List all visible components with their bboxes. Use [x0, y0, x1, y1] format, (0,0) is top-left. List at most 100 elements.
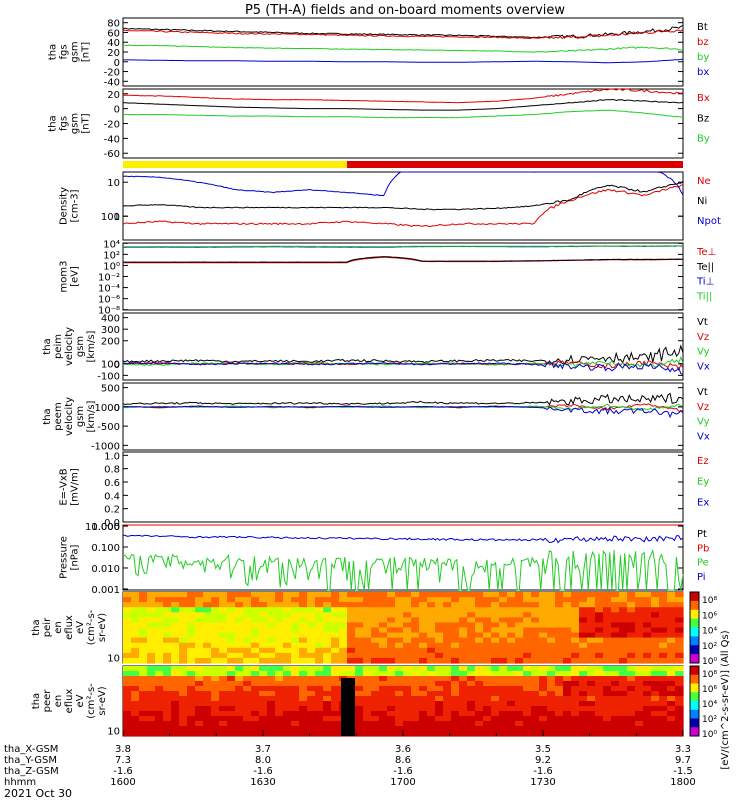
heatmap-cell — [403, 666, 412, 672]
y-tick-label: 1000 — [95, 403, 120, 414]
heatmap-cell — [395, 657, 404, 664]
heatmap-cell — [459, 676, 468, 682]
heatmap-cell — [539, 627, 548, 634]
heatmap-cell — [419, 686, 428, 692]
heatmap-cell — [283, 597, 292, 603]
x-axis: tha_X-GSMtha_Y-GSMtha_Z-GSMhhmm3.87.3-1.… — [4, 730, 696, 788]
heatmap-cell — [499, 647, 508, 654]
heatmap-cell — [555, 671, 564, 677]
heatmap-cell — [163, 627, 172, 634]
heatmap-cell — [587, 706, 596, 712]
heatmap-cell — [163, 731, 172, 737]
heatmap-cell — [283, 716, 292, 722]
y-axis-label: Density — [59, 187, 70, 225]
heatmap-cell — [267, 721, 276, 727]
heatmap-cell — [651, 681, 660, 687]
heatmap-cell — [387, 706, 396, 712]
heatmap-cell — [443, 607, 452, 613]
heatmap-cell — [491, 711, 500, 717]
y-tick-label: 0.2 — [104, 505, 120, 516]
heatmap-cell — [219, 676, 228, 682]
heatmap-cell — [435, 602, 444, 608]
heatmap-cell — [459, 592, 468, 598]
heatmap-cell — [659, 592, 668, 598]
heatmap-cell — [651, 731, 660, 737]
heatmap-cell — [227, 602, 236, 608]
heatmap-cell — [291, 617, 300, 624]
heatmap-cell — [203, 666, 212, 672]
heatmap-cell — [603, 706, 612, 712]
heatmap-cell — [387, 627, 396, 634]
heatmap-cell — [539, 592, 548, 598]
heatmap-cell — [267, 597, 276, 603]
heatmap-cell — [243, 681, 252, 687]
heatmap-cell — [659, 696, 668, 702]
heatmap-cell — [587, 627, 596, 634]
heatmap-cell — [387, 612, 396, 618]
heatmap-cell — [355, 721, 364, 727]
heatmap-cell — [451, 711, 460, 717]
heatmap-cell — [483, 671, 492, 677]
heatmap-cell — [139, 652, 148, 659]
heatmap-cell — [483, 652, 492, 659]
heatmap-cell — [379, 721, 388, 727]
heatmap-cell — [275, 617, 284, 624]
heatmap-cell — [659, 597, 668, 603]
heatmap-cell — [523, 637, 532, 644]
heatmap-cell — [579, 681, 588, 687]
heatmap-cell — [491, 637, 500, 644]
heatmap-cell — [643, 706, 652, 712]
heatmap-cell — [403, 706, 412, 712]
y-axis-label: en — [53, 695, 64, 708]
heatmap-cell — [323, 607, 332, 613]
heatmap-cell — [179, 657, 188, 664]
colorbar-tick: 10⁴ — [702, 700, 717, 710]
heatmap-cell — [507, 632, 516, 639]
heatmap-cell — [651, 602, 660, 608]
heatmap-cell — [675, 671, 684, 677]
heatmap-cell — [491, 607, 500, 613]
heatmap-cell — [539, 721, 548, 727]
heatmap-cell — [163, 691, 172, 697]
heatmap-cell — [387, 622, 396, 629]
heatmap-cell — [163, 642, 172, 649]
y-axis-label: eV — [75, 694, 86, 707]
heatmap-cell — [139, 627, 148, 634]
heatmap-cell — [507, 647, 516, 654]
colorbar-band — [690, 636, 699, 646]
heatmap-cell — [659, 622, 668, 629]
heatmap-cell — [427, 681, 436, 687]
y-axis-label: gsm — [75, 406, 86, 427]
heatmap-cell — [139, 657, 148, 664]
heatmap-cell — [443, 721, 452, 727]
series-Bx — [122, 88, 684, 104]
colorbar-tick: 10² — [702, 642, 717, 652]
heatmap-cell — [547, 592, 556, 598]
heatmap-cell — [427, 711, 436, 717]
heatmap-cell — [571, 706, 580, 712]
heatmap-cell — [459, 602, 468, 608]
heatmap-cell — [307, 652, 316, 659]
heatmap-cell — [307, 696, 316, 702]
heatmap-cell — [523, 711, 532, 717]
panel-p10: tha peer en eflux eV (cm²-s-sr-eV)1010⁸10⁶10⁴… — [31, 665, 717, 740]
heatmap-cell — [523, 726, 532, 732]
heatmap-cell — [667, 597, 676, 603]
y-axis-label: tha — [31, 693, 42, 709]
heatmap-cell — [307, 671, 316, 677]
x-row-label: tha_X-GSM — [4, 744, 58, 755]
heatmap-cell — [291, 716, 300, 722]
heatmap-cell — [427, 597, 436, 603]
y-tick-label: 400 — [101, 314, 120, 325]
heatmap-cell — [523, 642, 532, 649]
heatmap-cell — [283, 617, 292, 624]
heatmap-cell — [555, 686, 564, 692]
heatmap-cell — [411, 706, 420, 712]
heatmap-cell — [611, 696, 620, 702]
heatmap-cell — [251, 671, 260, 677]
heatmap-cell — [499, 701, 508, 707]
legend-Pi: Pi — [697, 572, 706, 583]
heatmap-cell — [595, 612, 604, 618]
y-axis-label: peir — [42, 617, 53, 637]
heatmap-cell — [251, 647, 260, 654]
